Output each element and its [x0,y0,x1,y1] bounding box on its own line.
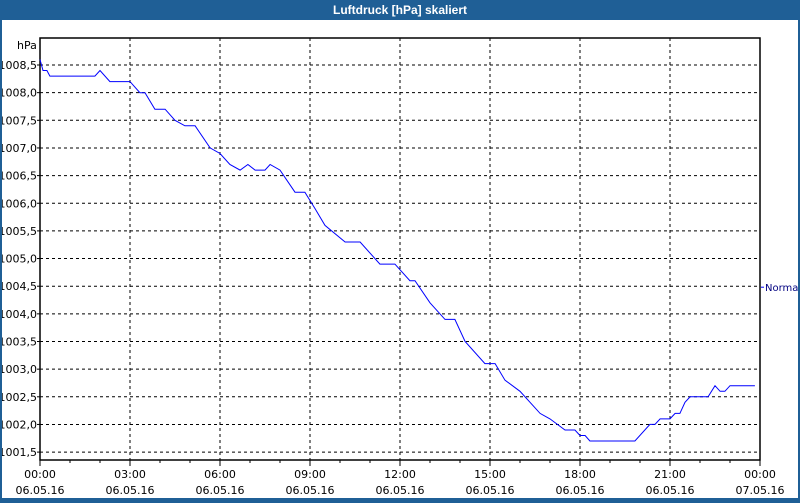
x-tick-time: 12:00 [384,468,416,481]
legend-entry: Normal [765,283,798,294]
plot-frame [39,37,761,461]
x-tick-time: 03:00 [114,468,146,481]
x-tick-date: 06.05.16 [376,484,425,497]
series-line-normal [39,59,755,442]
y-tick-label: 1008,5 [2,59,37,72]
y-tick-label: 1001,5 [2,446,37,459]
x-tick-time: 18:00 [564,468,596,481]
y-tick-label: 1004,5 [2,280,37,293]
y-tick-label: 1003,0 [2,363,37,376]
y-tick-label: 1007,5 [2,114,37,127]
x-tick-time: 06:00 [204,468,236,481]
pressure-chart: 1008,5 1008,0 1007,5 1007,0 1006,5 1006,0 1005… [0,37,800,497]
x-tick-time: 09:00 [294,468,326,481]
x-tick-date: 06.05.16 [196,484,245,497]
x-tick-date: 06.05.16 [556,484,605,497]
y-tick-label: 1005,5 [2,225,37,238]
y-tick-label: 1005,0 [2,253,37,266]
window-title: Luftdruck [hPa] skaliert [0,0,800,20]
y-tick-label: 1004,0 [2,308,37,321]
x-tick-time: 15:00 [474,468,506,481]
chart-area: 1008,5 1008,0 1007,5 1007,0 1006,5 1006,0 1005… [0,20,800,498]
x-tick-date: 06.05.16 [106,484,155,497]
y-tick-label: 1006,0 [2,197,37,210]
x-tick-date: 06.05.16 [646,484,695,497]
x-tick-time: 00:00 [24,468,56,481]
y-tick-label: 1002,0 [2,418,37,431]
x-tick-date: 06.05.16 [286,484,335,497]
y-tick-label: 1008,0 [2,87,37,100]
x-tick-time: 21:00 [654,468,686,481]
y-tick-label: 1002,5 [2,391,37,404]
y-axis-label: hPa [17,39,37,52]
x-tick-date: 07.05.16 [736,484,785,497]
y-tick-label: 1003,5 [2,336,37,349]
x-tick-date: 06.05.16 [466,484,515,497]
x-tick-time: 00:00 [744,468,776,481]
y-tick-label: 1006,5 [2,170,37,183]
x-tick-date: 06.05.16 [16,484,65,497]
y-tick-label: 1007,0 [2,142,37,155]
